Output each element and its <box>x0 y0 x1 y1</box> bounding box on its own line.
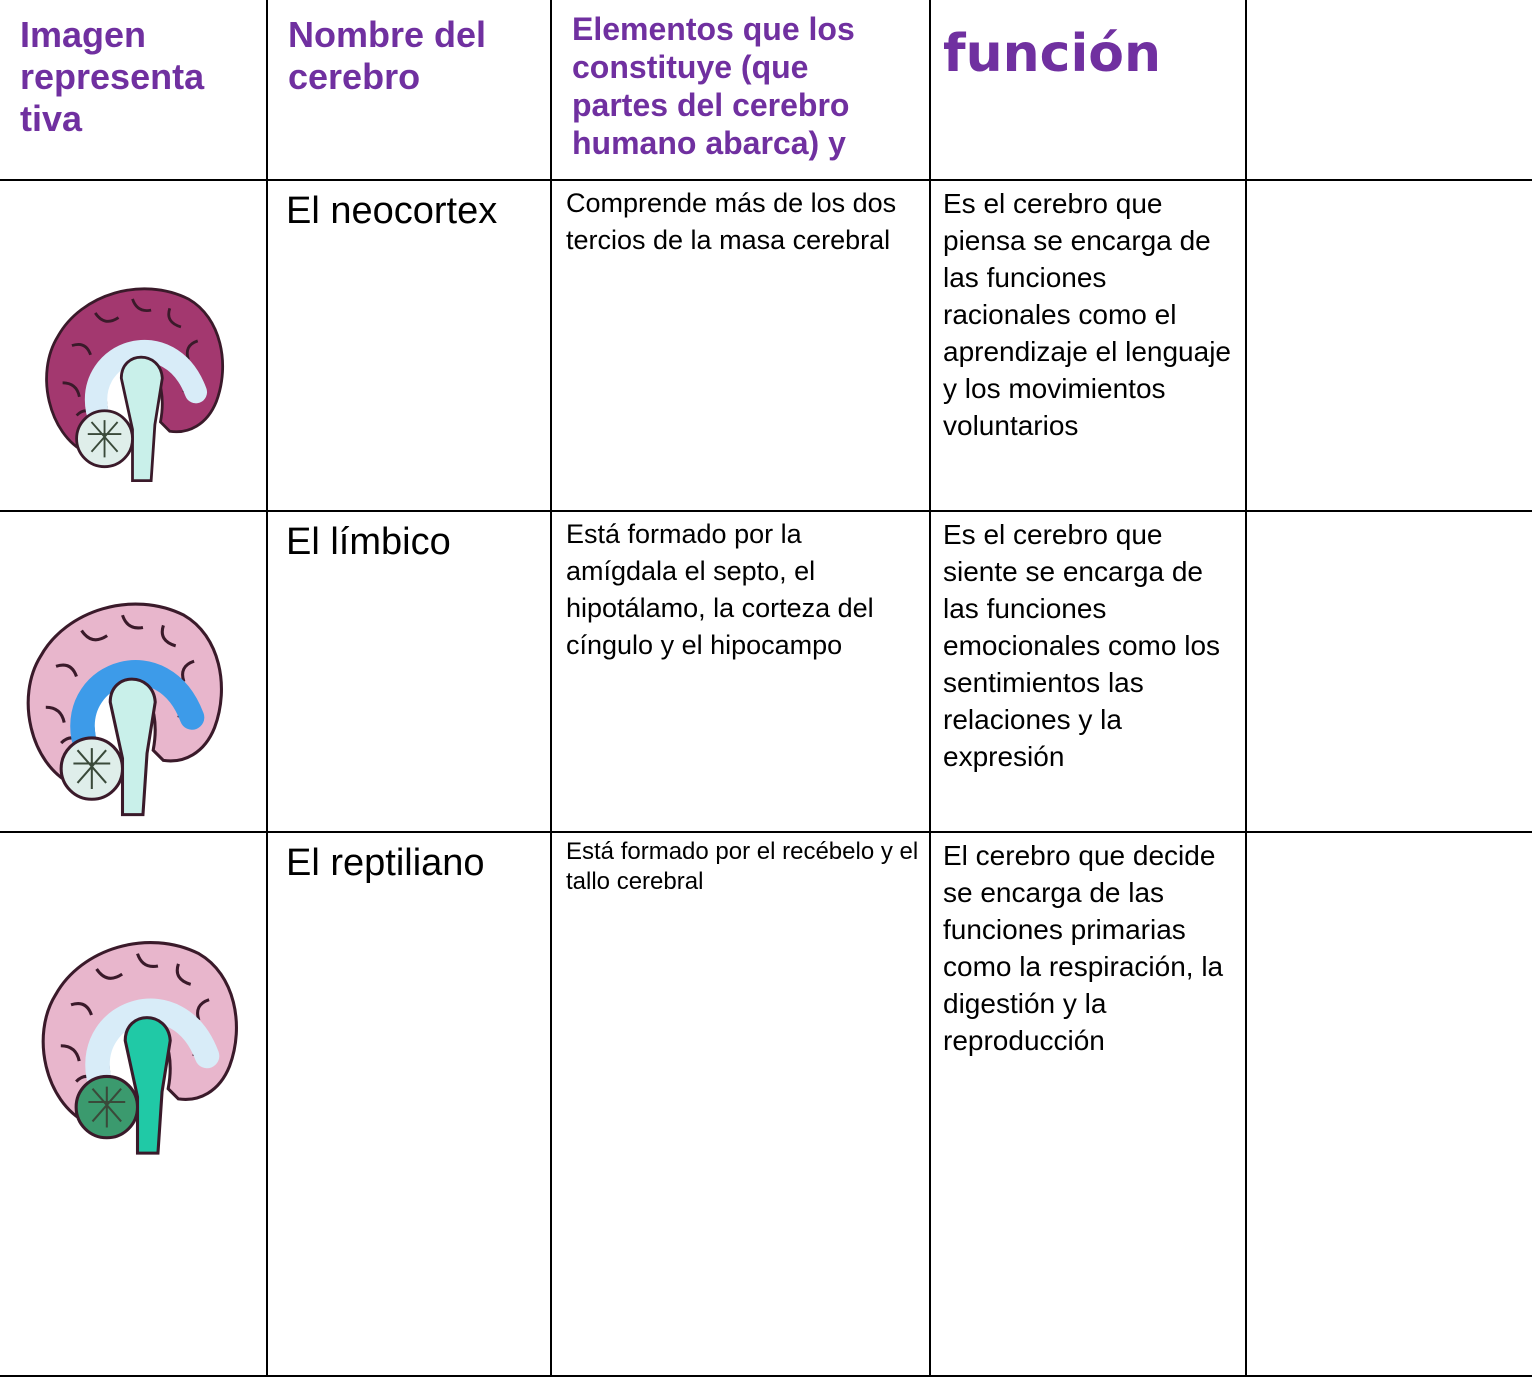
brain-name: El límbico <box>266 510 552 833</box>
elements: Comprende más de los dos tercios de la m… <box>550 179 931 512</box>
elements: Está formado por el recébelo y el tallo … <box>550 831 931 1377</box>
empty-cell <box>1245 179 1532 512</box>
brain-image <box>10 572 235 822</box>
header-row: Imagen representa tiva Nombre del cerebr… <box>0 0 1532 181</box>
header-cell: función <box>929 0 1247 181</box>
brain-name: El neocortex <box>266 179 552 512</box>
function: Es el cerebro que siente se encarga de l… <box>929 510 1247 833</box>
function: El cerebro que decide se encarga de las … <box>929 831 1247 1377</box>
row: El neocortex Comprende más de los dos te… <box>0 179 1532 512</box>
header-cell: Imagen representa tiva <box>0 0 268 181</box>
empty-cell <box>1245 0 1532 181</box>
brain-name: El reptiliano <box>266 831 552 1377</box>
elements: Está formado por la amígdala el septo, e… <box>550 510 931 833</box>
brain-image <box>25 903 250 1168</box>
image-cell <box>0 831 268 1377</box>
row: El límbico Está formado por la amígdala … <box>0 510 1532 833</box>
image-cell <box>0 510 268 833</box>
empty-cell <box>1245 831 1532 1377</box>
row: El reptiliano Está formado por el recébe… <box>0 831 1532 1377</box>
brain-image <box>30 261 235 486</box>
image-cell <box>0 179 268 512</box>
header-cell: Nombre del cerebro <box>266 0 552 181</box>
header-cell: Elementos que los constituye (que partes… <box>550 0 931 181</box>
function: Es el cerebro que piensa se encarga de l… <box>929 179 1247 512</box>
empty-cell <box>1245 510 1532 833</box>
